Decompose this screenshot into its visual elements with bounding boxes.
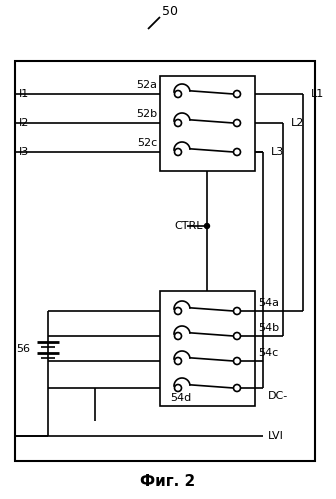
Bar bbox=[160, 291, 255, 406]
Bar bbox=[15, 61, 315, 461]
Circle shape bbox=[174, 357, 181, 364]
Circle shape bbox=[174, 332, 181, 339]
Circle shape bbox=[234, 119, 241, 127]
Text: L1: L1 bbox=[311, 89, 324, 99]
Text: 54c: 54c bbox=[258, 348, 278, 358]
Circle shape bbox=[234, 90, 241, 97]
Circle shape bbox=[174, 90, 181, 97]
Text: L3: L3 bbox=[271, 147, 284, 157]
Text: LVI: LVI bbox=[268, 431, 284, 441]
Circle shape bbox=[234, 307, 241, 314]
Text: I2: I2 bbox=[19, 118, 29, 128]
Text: 52b: 52b bbox=[136, 109, 157, 119]
Text: CTRL: CTRL bbox=[174, 221, 203, 231]
Text: L2: L2 bbox=[291, 118, 304, 128]
Text: Фиг. 2: Фиг. 2 bbox=[140, 474, 196, 489]
Text: 54a: 54a bbox=[258, 298, 279, 308]
Text: I1: I1 bbox=[19, 89, 29, 99]
Circle shape bbox=[174, 149, 181, 156]
Text: 56: 56 bbox=[16, 344, 30, 354]
Circle shape bbox=[205, 224, 210, 229]
Text: DC-: DC- bbox=[268, 391, 288, 401]
Text: I3: I3 bbox=[19, 147, 29, 157]
Text: 54d: 54d bbox=[170, 393, 191, 403]
Circle shape bbox=[234, 149, 241, 156]
Bar bbox=[160, 76, 255, 171]
Circle shape bbox=[174, 119, 181, 127]
Circle shape bbox=[234, 357, 241, 364]
Circle shape bbox=[234, 332, 241, 339]
Circle shape bbox=[234, 385, 241, 392]
Text: 52a: 52a bbox=[136, 80, 157, 90]
Text: 50: 50 bbox=[162, 4, 178, 17]
Text: 54b: 54b bbox=[258, 323, 279, 333]
Text: 52c: 52c bbox=[137, 138, 157, 148]
Circle shape bbox=[174, 307, 181, 314]
Circle shape bbox=[174, 385, 181, 392]
